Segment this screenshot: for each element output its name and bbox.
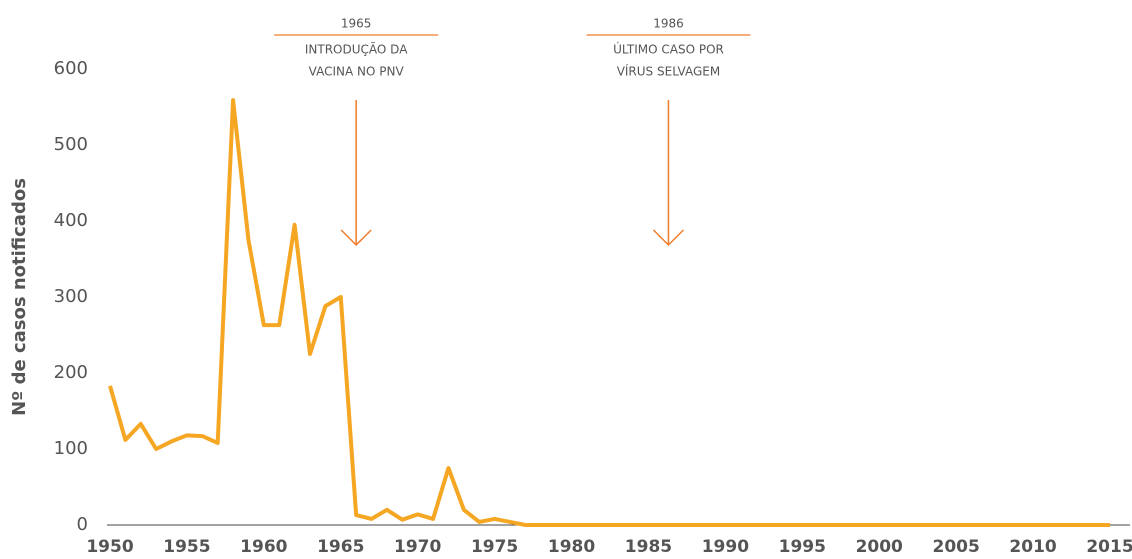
x-tick-label: 1975 (471, 537, 518, 557)
x-tick-label: 2010 (1009, 537, 1056, 557)
y-tick-label: 400 (54, 210, 88, 231)
y-tick-label: 500 (54, 134, 88, 155)
x-tick-label: 1970 (394, 537, 441, 557)
data-line (108, 98, 1110, 527)
annotation-text: ÚLTIMO CASO POR (613, 42, 724, 57)
x-tick-label: 1990 (702, 537, 749, 557)
y-tick-label: 0 (77, 514, 88, 535)
y-tick-label: 300 (54, 286, 88, 307)
annotation-text: INTRODUÇÃO DA (305, 42, 408, 57)
annotation-year: 1965 (341, 17, 372, 31)
annotation-text: VÍRUS SELVAGEM (617, 64, 721, 79)
y-tick-label: 600 (54, 58, 88, 79)
annotation-text: VACINA NO PNV (309, 65, 405, 79)
x-tick-label: 2005 (932, 537, 979, 557)
x-tick-label: 1985 (625, 537, 672, 557)
y-tick-label: 200 (54, 362, 88, 383)
y-tick-label: 100 (54, 438, 88, 459)
x-tick-label: 1980 (548, 537, 595, 557)
annotation-arrowhead (340, 229, 372, 247)
annotation-year: 1986 (653, 17, 684, 31)
y-axis-title: Nº de casos notificados (9, 178, 30, 416)
annotation-arrowhead (652, 229, 684, 247)
x-tick-label: 1995 (779, 537, 826, 557)
x-tick-label: 1950 (86, 537, 133, 557)
x-tick-label: 2015 (1086, 537, 1132, 557)
x-tick-label: 1960 (240, 537, 287, 557)
x-tick-label: 2000 (856, 537, 903, 557)
x-tick-label: 1955 (163, 537, 210, 557)
x-tick-label: 1965 (317, 537, 364, 557)
